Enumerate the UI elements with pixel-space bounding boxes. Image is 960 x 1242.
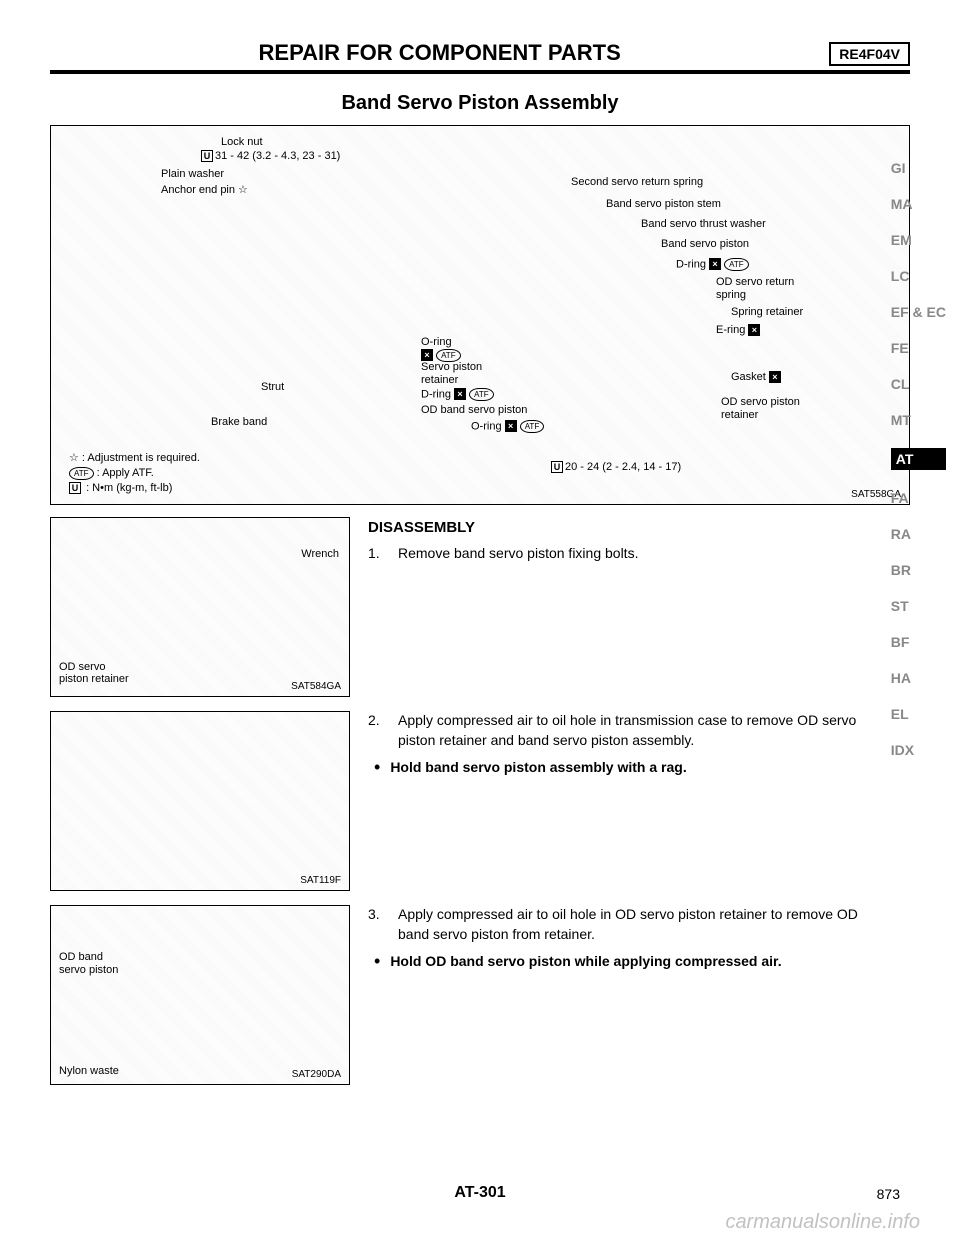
- label-d-ring: D-ring × ATF: [676, 258, 749, 271]
- legend-star: ☆ : Adjustment is required.: [69, 451, 200, 466]
- label-lock-nut: Lock nut: [221, 136, 263, 149]
- atf-icon: ATF: [724, 258, 749, 271]
- watermark: carmanualsonline.info: [725, 1211, 920, 1234]
- label-e-ring: E-ring ×: [716, 324, 760, 337]
- torque-icon: U: [201, 150, 213, 162]
- label-strut: Strut: [261, 381, 284, 394]
- diagram-placeholder: [51, 906, 349, 1084]
- legend-atf: ATF : Apply ATF.: [69, 466, 200, 481]
- step-1-body: Remove band servo piston fixing bolts.: [398, 544, 638, 564]
- side-tab-fa: FA: [891, 490, 946, 506]
- disassembly-heading: DISASSEMBLY: [368, 517, 890, 538]
- label-od-band-servo-piston: OD band servo piston: [421, 404, 527, 417]
- section-title: Band Servo Piston Assembly: [50, 92, 910, 115]
- diagram-legend: ☆ : Adjustment is required. ATF : Apply …: [69, 451, 200, 496]
- diagram-ref-3: SAT290DA: [292, 1069, 341, 1080]
- label-piston-retainer: piston retainer: [59, 673, 129, 686]
- side-tab-fe: FE: [891, 340, 946, 356]
- label-o-ring-bottom: O-ring × ATF: [471, 420, 544, 433]
- step-2-bullet: Hold band servo piston assembly with a r…: [374, 758, 890, 778]
- label-spring-retainer: Spring retainer: [731, 306, 803, 319]
- side-tab-gi: GI: [891, 160, 946, 176]
- step-2: 2. Apply compressed air to oil hole in t…: [368, 711, 890, 750]
- step-3-text: 3. Apply compressed air to oil hole in O…: [368, 905, 910, 972]
- torque-icon: U: [551, 461, 563, 473]
- atf-icon: ATF: [436, 349, 461, 362]
- step-1-diagram: Wrench OD servo piston retainer SAT584GA: [50, 517, 350, 697]
- x-icon: ×: [769, 371, 781, 383]
- label-wrench: Wrench: [301, 548, 339, 561]
- x-icon: ×: [421, 349, 433, 361]
- step-3-num: 3.: [368, 905, 386, 944]
- header-title: REPAIR FOR COMPONENT PARTS: [50, 40, 829, 66]
- step-3-bullet-text: Hold OD band servo piston while applying…: [390, 952, 781, 972]
- label-plain-washer: Plain washer: [161, 168, 224, 181]
- side-tab-ra: RA: [891, 526, 946, 542]
- atf-icon: ATF: [69, 467, 94, 480]
- torque-icon: U: [69, 482, 81, 494]
- footer-page-code: AT-301: [0, 1184, 960, 1202]
- side-tab-br: BR: [891, 562, 946, 578]
- step-2-num: 2.: [368, 711, 386, 750]
- step-3-row: OD band servo piston Nylon waste SAT290D…: [50, 905, 910, 1085]
- diagram-placeholder: [51, 712, 349, 890]
- side-tab-ma: MA: [891, 196, 946, 212]
- label-d-ring2: D-ring × ATF: [421, 388, 494, 401]
- footer-page-num: 873: [877, 1186, 900, 1202]
- side-tab-mt: MT: [891, 412, 946, 428]
- step-1-num: 1.: [368, 544, 386, 564]
- side-tab-bf: BF: [891, 634, 946, 650]
- side-tab-idx: IDX: [891, 742, 946, 758]
- step-3-bullet: Hold OD band servo piston while applying…: [374, 952, 890, 972]
- label-od-servo: OD servo: [59, 661, 105, 674]
- side-tabs: GI MA EM LC EF & EC FE CL MT AT FA RA BR ST BF HA EL IDX: [891, 160, 946, 758]
- label-od-band: OD band servo piston: [59, 951, 119, 976]
- side-tab-st: ST: [891, 598, 946, 614]
- label-second-servo-spring: Second servo return spring: [571, 176, 703, 189]
- step-2-body: Apply compressed air to oil hole in tran…: [398, 711, 890, 750]
- header-code: RE4F04V: [829, 42, 910, 66]
- atf-icon: ATF: [520, 420, 545, 433]
- step-1-row: Wrench OD servo piston retainer SAT584GA…: [50, 517, 910, 697]
- main-exploded-diagram: Lock nut U31 - 42 (3.2 - 4.3, 23 - 31) P…: [50, 125, 910, 505]
- label-nylon-waste: Nylon waste: [59, 1065, 119, 1078]
- side-tab-ef-ec: EF & EC: [891, 304, 946, 320]
- step-2-row: SAT119F 2. Apply compressed air to oil h…: [50, 711, 910, 891]
- legend-torque: U : N•m (kg-m, ft-lb): [69, 481, 200, 496]
- side-tab-ha: HA: [891, 670, 946, 686]
- step-3-body: Apply compressed air to oil hole in OD s…: [398, 905, 890, 944]
- label-band-servo-thrust-washer: Band servo thrust washer: [641, 218, 766, 231]
- step-1-text: DISASSEMBLY 1. Remove band servo piston …: [368, 517, 910, 572]
- x-icon: ×: [709, 258, 721, 270]
- label-anchor-end-pin: Anchor end pin ☆: [161, 184, 248, 197]
- side-tab-lc: LC: [891, 268, 946, 284]
- label-brake-band: Brake band: [211, 416, 267, 429]
- step-2-text: 2. Apply compressed air to oil hole in t…: [368, 711, 910, 778]
- label-band-servo-piston: Band servo piston: [661, 238, 749, 251]
- label-gasket: Gasket ×: [731, 371, 781, 384]
- label-o-ring-top: O-ring× ATF: [421, 336, 461, 362]
- label-torque2: U20 - 24 (2 - 2.4, 14 - 17): [551, 461, 681, 474]
- x-icon: ×: [505, 420, 517, 432]
- label-od-servo-piston-retainer: OD servo piston retainer: [721, 396, 831, 421]
- step-2-diagram: SAT119F: [50, 711, 350, 891]
- page-header: REPAIR FOR COMPONENT PARTS RE4F04V: [50, 40, 910, 74]
- x-icon: ×: [454, 388, 466, 400]
- step-2-bullet-text: Hold band servo piston assembly with a r…: [390, 758, 686, 778]
- x-icon: ×: [748, 324, 760, 336]
- label-torque1: U31 - 42 (3.2 - 4.3, 23 - 31): [201, 150, 340, 163]
- step-1: 1. Remove band servo piston fixing bolts…: [368, 544, 890, 564]
- atf-icon: ATF: [469, 388, 494, 401]
- label-od-servo-return-spring: OD servo return spring: [716, 276, 826, 301]
- label-band-servo-piston-stem: Band servo piston stem: [606, 198, 721, 211]
- diagram-ref-2: SAT119F: [300, 875, 341, 886]
- side-tab-at: AT: [891, 448, 946, 470]
- side-tab-cl: CL: [891, 376, 946, 392]
- label-servo-piston-retainer: Servo piston retainer: [421, 361, 511, 386]
- diagram-ref-1: SAT584GA: [291, 681, 341, 692]
- step-3: 3. Apply compressed air to oil hole in O…: [368, 905, 890, 944]
- side-tab-el: EL: [891, 706, 946, 722]
- step-3-diagram: OD band servo piston Nylon waste SAT290D…: [50, 905, 350, 1085]
- side-tab-em: EM: [891, 232, 946, 248]
